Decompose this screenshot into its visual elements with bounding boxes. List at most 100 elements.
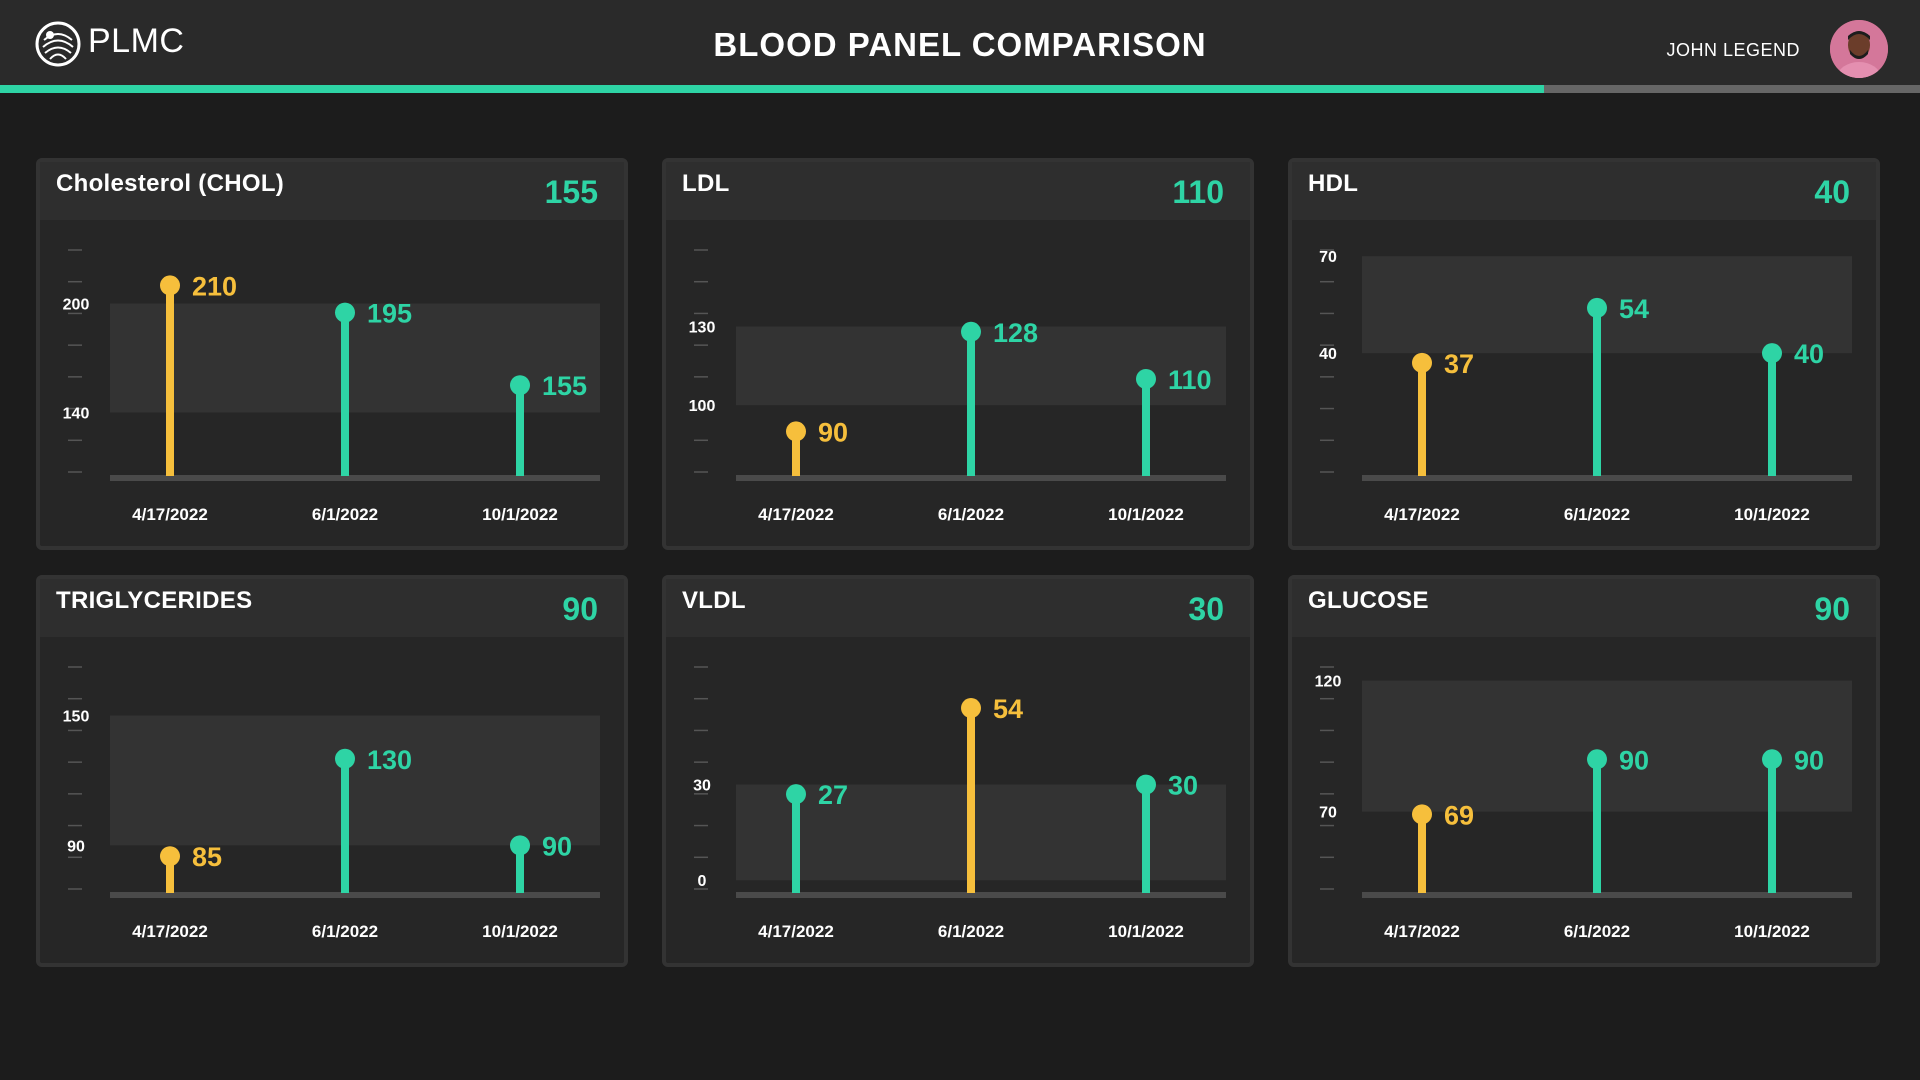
lollipop-point [1136,774,1156,795]
top-bar: PLMC BLOOD PANEL COMPARISON JOHN LEGEND [0,0,1920,85]
lollipop-point [1762,749,1782,770]
lollipop-point [160,275,180,296]
lollipop-point [510,375,530,396]
lollipop-point [1587,749,1607,770]
data-label: 155 [542,371,587,401]
x-tick-label: 4/17/2022 [758,505,834,524]
x-tick-label: 4/17/2022 [132,922,208,941]
avatar-icon [1830,20,1888,78]
x-tick-label: 4/17/2022 [1384,505,1460,524]
x-tick-label: 4/17/2022 [132,505,208,524]
y-tick-label: 40 [1319,346,1337,363]
panel-header: GLUCOSE 90 [1292,579,1876,637]
x-tick-label: 10/1/2022 [482,505,558,524]
x-tick-label: 6/1/2022 [312,922,378,941]
data-label: 90 [818,417,848,447]
y-tick-label: 200 [63,297,90,314]
lollipop-point [786,421,806,442]
panel-vldl[interactable]: VLDL 30 30 0 27 4/17/2022 54 6/1/2022 30 10/1/2… [662,575,1254,967]
normal-range-band [736,326,1226,406]
panel-header: Cholesterol (CHOL) 155 [40,162,624,220]
data-label: 90 [542,831,572,861]
panel-header: VLDL 30 [666,579,1250,637]
lollipop-point [786,784,806,805]
data-label: 210 [192,271,237,301]
normal-range-band [1362,256,1852,354]
y-tick-label: 70 [1319,249,1337,266]
x-tick-label: 6/1/2022 [1564,922,1630,941]
data-label: 54 [1619,294,1649,324]
panel-title: GLUCOSE [1308,587,1429,614]
panel-cholesterol[interactable]: Cholesterol (CHOL) 155 200 140 210 4/17/202… [36,158,628,550]
normal-range-band [110,715,600,846]
page-title: BLOOD PANEL COMPARISON [713,26,1207,63]
y-tick-label: 90 [67,838,85,855]
panel-current-value: 90 [562,591,598,627]
y-tick-label: 70 [1319,805,1337,822]
panel-current-value: 155 [544,174,598,210]
user-avatar[interactable] [1830,20,1888,78]
progress-bar-fill [0,85,1544,93]
panel-current-value: 90 [1814,591,1850,627]
lollipop-point [1762,343,1782,364]
normal-range-band [110,303,600,413]
panel-hdl[interactable]: HDL 40 70 40 37 4/17/2022 54 6/1/2022 40 10/1/2… [1288,158,1880,550]
data-label: 90 [1794,745,1824,775]
panel-ldl[interactable]: LDL 110 130 100 90 4/17/2022 128 6/1/2022 110 1… [662,158,1254,550]
x-tick-label: 6/1/2022 [938,505,1004,524]
panel-glucose[interactable]: GLUCOSE 90 120 70 69 4/17/2022 90 6/1/2022 90 1… [1288,575,1880,967]
normal-range-band [1362,680,1852,812]
panel-title: HDL [1308,170,1359,197]
user-name[interactable]: JOHN LEGEND [1666,40,1800,60]
x-tick-label: 10/1/2022 [1108,922,1184,941]
y-tick-label: 140 [63,405,90,422]
data-label: 195 [367,299,412,329]
data-label: 37 [1444,349,1474,379]
data-label: 54 [993,694,1023,724]
y-tick-label: 150 [63,708,90,725]
panel-header: HDL 40 [1292,162,1876,220]
normal-range-band [736,784,1226,881]
panel-header: TRIGLYCERIDES 90 [40,579,624,637]
lollipop-point [961,698,981,719]
x-tick-label: 10/1/2022 [1734,505,1810,524]
x-tick-label: 10/1/2022 [1108,505,1184,524]
brand-name[interactable]: PLMC [88,22,185,60]
x-tick-label: 6/1/2022 [1564,505,1630,524]
hdl-chart: 70 40 37 4/17/2022 54 6/1/2022 40 10/1/2022 [1319,249,1852,524]
panel-title: LDL [682,170,730,197]
lollipop-point [1412,352,1432,373]
x-tick-label: 6/1/2022 [938,922,1004,941]
data-label: 90 [1619,745,1649,775]
panel-triglycerides[interactable]: TRIGLYCERIDES 90 150 90 85 4/17/2022 130 6/1/… [36,575,628,967]
panel-title: Cholesterol (CHOL) [56,170,285,197]
triglycerides-chart: 150 90 85 4/17/2022 130 6/1/2022 90 10/1/2022 [63,666,600,941]
data-label: 27 [818,780,848,810]
y-tick-label: 120 [1315,674,1342,691]
y-tick-label: 100 [689,398,716,415]
panel-title: VLDL [682,587,746,614]
glucose-chart: 120 70 69 4/17/2022 90 6/1/2022 90 10/1/2022 [1315,666,1852,941]
lollipop-point [335,748,355,769]
data-label: 40 [1794,339,1824,369]
lollipop-point [1136,368,1156,389]
data-label: 128 [993,318,1038,348]
lollipop-point [1587,297,1607,318]
fingerprint-globe-logo [35,21,81,67]
y-tick-label: 30 [693,778,711,795]
x-tick-label: 10/1/2022 [482,922,558,941]
y-tick-label: 0 [698,873,707,890]
panel-header: LDL 110 [666,162,1250,220]
ldl-chart: 130 100 90 4/17/2022 128 6/1/2022 110 10/1/2022 [689,249,1226,524]
vldl-chart: 30 0 27 4/17/2022 54 6/1/2022 30 10/1/2022 [693,666,1226,941]
lollipop-point [510,835,530,856]
data-label: 69 [1444,800,1474,830]
data-label: 110 [1168,365,1212,395]
lollipop-point [160,846,180,867]
panel-current-value: 30 [1188,591,1224,627]
panel-current-value: 40 [1814,174,1850,210]
lollipop-point [1412,804,1432,825]
lollipop-point [335,302,355,323]
data-label: 85 [192,842,222,872]
lollipop-point [961,321,981,342]
